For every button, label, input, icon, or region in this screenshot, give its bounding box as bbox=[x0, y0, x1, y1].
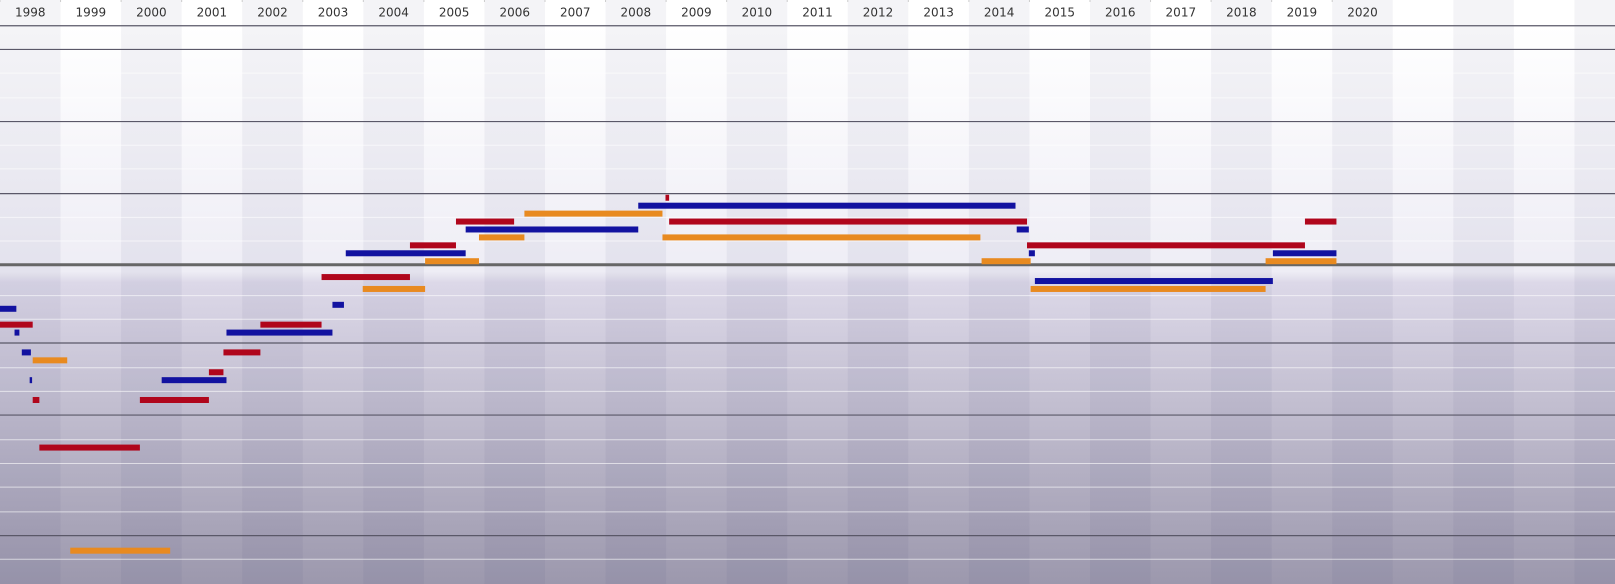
bar bbox=[21, 349, 31, 356]
bar bbox=[409, 242, 456, 249]
x-tick-label: 2019 bbox=[1287, 6, 1318, 20]
column-stripe bbox=[242, 0, 303, 584]
column-stripe bbox=[1089, 0, 1151, 584]
x-tick-label: 2014 bbox=[984, 6, 1015, 20]
bar bbox=[208, 369, 224, 376]
bar bbox=[478, 234, 525, 241]
x-tick-label: 2005 bbox=[439, 6, 470, 20]
bar bbox=[332, 301, 344, 308]
bar bbox=[32, 357, 68, 364]
bar bbox=[223, 349, 261, 356]
bar bbox=[1304, 218, 1337, 225]
bar bbox=[1027, 242, 1305, 249]
x-tick-label: 2009 bbox=[681, 6, 712, 20]
column-stripe bbox=[363, 0, 424, 584]
bar bbox=[425, 258, 479, 265]
x-tick-label: 2007 bbox=[560, 6, 591, 20]
header bbox=[0, 0, 1615, 26]
column-stripe bbox=[847, 0, 909, 584]
bar bbox=[981, 258, 1031, 265]
column-stripe bbox=[0, 0, 61, 584]
x-tick-label: 2016 bbox=[1105, 6, 1136, 20]
bar bbox=[524, 210, 663, 217]
x-tick-label: 2008 bbox=[621, 6, 652, 20]
x-tick-label: 2017 bbox=[1166, 6, 1197, 20]
x-tick-label: 2012 bbox=[863, 6, 894, 20]
bar bbox=[1272, 250, 1337, 257]
column-stripe bbox=[1453, 0, 1514, 584]
x-tick-label: 2018 bbox=[1226, 6, 1257, 20]
bar bbox=[662, 234, 981, 241]
x-tick-label: 2011 bbox=[802, 6, 833, 20]
bar bbox=[70, 547, 171, 554]
bar bbox=[39, 444, 140, 451]
column-stripe bbox=[121, 0, 182, 584]
x-tick-label: 2003 bbox=[318, 6, 349, 20]
bar bbox=[139, 396, 209, 403]
x-tick-label: 2020 bbox=[1347, 6, 1378, 20]
column-stripe bbox=[1332, 0, 1393, 584]
x-tick-label: 2006 bbox=[499, 6, 530, 20]
x-tick-label: 2001 bbox=[197, 6, 228, 20]
column-stripe bbox=[605, 0, 667, 584]
bar bbox=[1034, 278, 1273, 285]
x-tick-label: 2002 bbox=[257, 6, 288, 20]
bar bbox=[0, 305, 17, 312]
column-stripe bbox=[1211, 0, 1272, 584]
x-tick-label: 2000 bbox=[136, 6, 167, 20]
column-stripe bbox=[968, 0, 1030, 584]
bar bbox=[29, 377, 33, 384]
bar bbox=[14, 329, 20, 336]
bar bbox=[455, 218, 515, 225]
bar bbox=[362, 285, 426, 292]
bar bbox=[0, 321, 33, 328]
x-tick-label: 2010 bbox=[742, 6, 773, 20]
bar bbox=[161, 377, 227, 384]
bar bbox=[345, 250, 466, 257]
x-tick-label: 1999 bbox=[76, 6, 107, 20]
bar bbox=[1265, 258, 1337, 265]
x-tick-label: 2004 bbox=[378, 6, 409, 20]
bar bbox=[32, 396, 40, 403]
column-stripe bbox=[484, 0, 545, 584]
bar bbox=[669, 218, 1028, 225]
bar bbox=[1030, 285, 1266, 292]
x-tick-label: 1998 bbox=[15, 6, 46, 20]
column-stripe bbox=[726, 0, 788, 584]
bar bbox=[638, 202, 1016, 209]
bar bbox=[260, 321, 322, 328]
bar bbox=[321, 274, 410, 281]
bar bbox=[465, 226, 639, 233]
x-tick-label: 2015 bbox=[1044, 6, 1075, 20]
bar bbox=[1016, 226, 1029, 233]
column-stripe bbox=[1574, 0, 1615, 584]
x-tick-label: 2013 bbox=[923, 6, 954, 20]
bar bbox=[226, 329, 333, 336]
bar bbox=[1028, 250, 1035, 257]
bar bbox=[665, 194, 670, 201]
background bbox=[0, 26, 1615, 584]
